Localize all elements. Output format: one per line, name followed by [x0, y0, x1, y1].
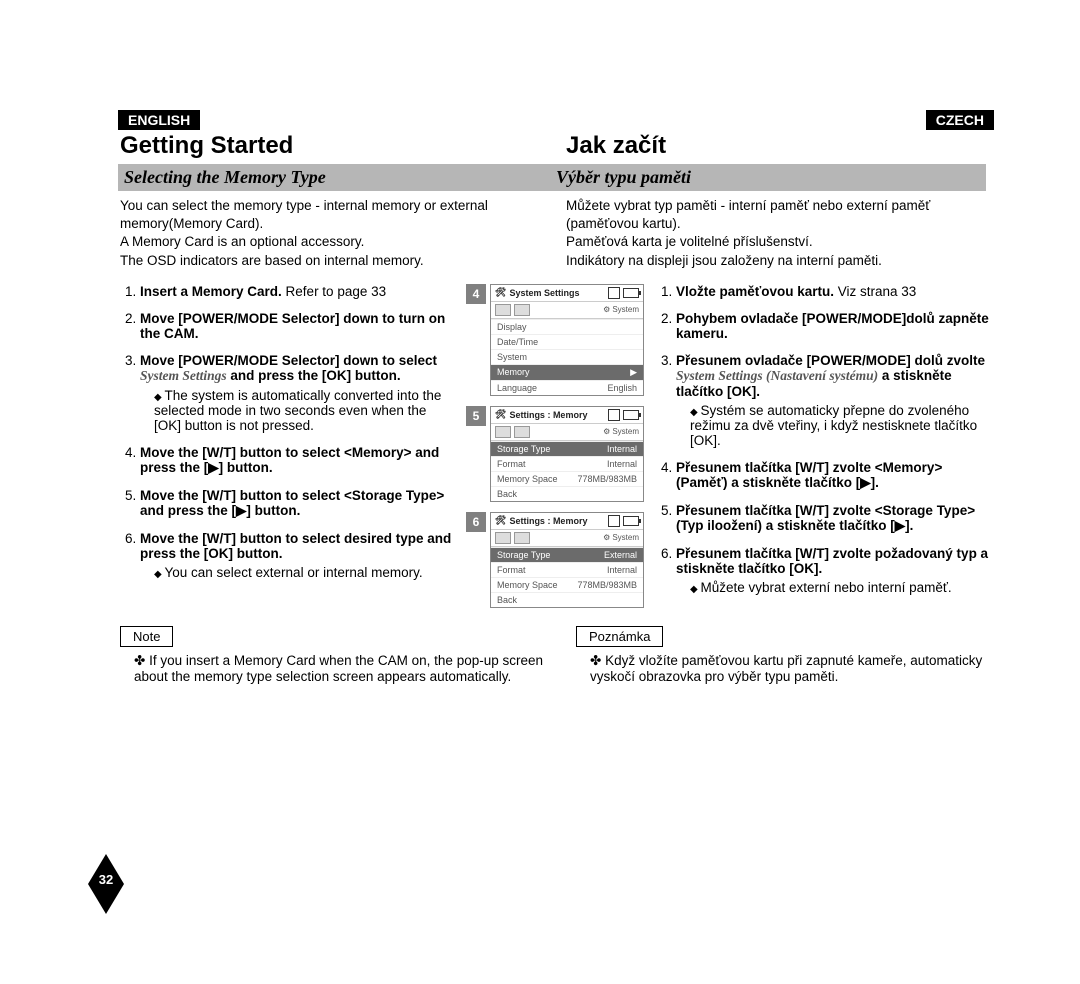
- note-row: Note If you insert a Memory Card when th…: [120, 626, 992, 684]
- step-l5: Move the [W/T] button to select <Storage…: [140, 488, 456, 519]
- mode-icon: [495, 532, 511, 544]
- step-r3: Přesunem ovladače [POWER/MODE] dolů zvol…: [676, 353, 992, 448]
- tools-icon: 🛠: [495, 515, 506, 526]
- card-icon: [608, 287, 620, 299]
- osd-panel-4: 🛠System Settings ⚙System Display Date/Ti…: [490, 284, 644, 396]
- steps-left-col: Insert a Memory Card. Refer to page 33 M…: [120, 284, 466, 608]
- intro-row: You can select the memory type - interna…: [120, 191, 992, 270]
- battery-icon: [623, 516, 639, 526]
- subtitle-left: Selecting the Memory Type: [118, 164, 554, 191]
- osd-block-5: 5 🛠Settings : Memory ⚙System Storage Typ…: [466, 406, 646, 502]
- mode-icon: [514, 304, 530, 316]
- title-right: Jak začít: [566, 132, 992, 160]
- page-number: 32: [88, 872, 124, 887]
- note-text-right: Když vložíte paměťovou kartu při zapnuté…: [590, 653, 992, 684]
- intro-left: You can select the memory type - interna…: [120, 197, 556, 270]
- card-icon: [608, 409, 620, 421]
- osd-badge-4: 4: [466, 284, 486, 304]
- subtitle-right: Výběr typu paměti: [550, 164, 986, 191]
- step-l6: Move the [W/T] button to select desired …: [140, 531, 456, 580]
- body-area: Insert a Memory Card. Refer to page 33 M…: [120, 284, 992, 608]
- battery-icon: [623, 288, 639, 298]
- step-r5: Přesunem tlačítka [W/T] zvolte <Storage …: [676, 503, 992, 534]
- gear-icon: ⚙: [603, 427, 610, 436]
- osd-panel-5: 🛠Settings : Memory ⚙System Storage TypeI…: [490, 406, 644, 502]
- mode-icon: [514, 532, 530, 544]
- osd-badge-6: 6: [466, 512, 486, 532]
- tools-icon: 🛠: [495, 287, 506, 298]
- note-text-left: If you insert a Memory Card when the CAM…: [134, 653, 556, 684]
- note-left: Note If you insert a Memory Card when th…: [120, 626, 556, 684]
- lang-right: CZECH: [926, 110, 994, 130]
- steps-right-col: Vložte paměťovou kartu. Viz strana 33 Po…: [646, 284, 992, 608]
- step-l2: Move [POWER/MODE Selector] down to turn …: [140, 311, 456, 341]
- gear-icon: ⚙: [603, 305, 610, 314]
- subtitle-row: Selecting the Memory Type Výběr typu pam…: [120, 164, 992, 191]
- step-l3: Move [POWER/MODE Selector] down to selec…: [140, 353, 456, 433]
- osd-panel-6: 🛠Settings : Memory ⚙System Storage TypeE…: [490, 512, 644, 608]
- intro-right: Můžete vybrat typ paměti - interní paměť…: [556, 197, 992, 270]
- mode-icon: [495, 426, 511, 438]
- step-r1: Vložte paměťovou kartu. Viz strana 33: [676, 284, 992, 299]
- step-l4: Move the [W/T] button to select <Memory>…: [140, 445, 456, 476]
- mode-icon: [514, 426, 530, 438]
- note-label-right: Poznámka: [576, 626, 663, 647]
- tools-icon: 🛠: [495, 409, 506, 420]
- page-titles: Getting Started Jak začít: [120, 132, 992, 164]
- lang-left: ENGLISH: [118, 110, 200, 130]
- step-l1: Insert a Memory Card. Refer to page 33: [140, 284, 456, 299]
- gear-icon: ⚙: [603, 533, 610, 542]
- step-r4: Přesunem tlačítka [W/T] zvolte <Memory> …: [676, 460, 992, 491]
- osd-badge-5: 5: [466, 406, 486, 426]
- step-r2: Pohybem ovladače [POWER/MODE]dolů zapnět…: [676, 311, 992, 341]
- steps-right: Vložte paměťovou kartu. Viz strana 33 Po…: [656, 284, 992, 595]
- step-r6: Přesunem tlačítka [W/T] zvolte požadovan…: [676, 546, 992, 595]
- mode-icon: [495, 304, 511, 316]
- osd-strip: 4 🛠System Settings ⚙System Display Date/…: [466, 284, 646, 608]
- title-left: Getting Started: [120, 132, 546, 160]
- osd-block-4: 4 🛠System Settings ⚙System Display Date/…: [466, 284, 646, 396]
- note-label-left: Note: [120, 626, 173, 647]
- battery-icon: [623, 410, 639, 420]
- language-tags: ENGLISH CZECH: [118, 110, 994, 130]
- steps-left: Insert a Memory Card. Refer to page 33 M…: [120, 284, 456, 580]
- card-icon: [608, 515, 620, 527]
- note-right: Poznámka Když vložíte paměťovou kartu př…: [556, 626, 992, 684]
- osd-block-6: 6 🛠Settings : Memory ⚙System Storage Typ…: [466, 512, 646, 608]
